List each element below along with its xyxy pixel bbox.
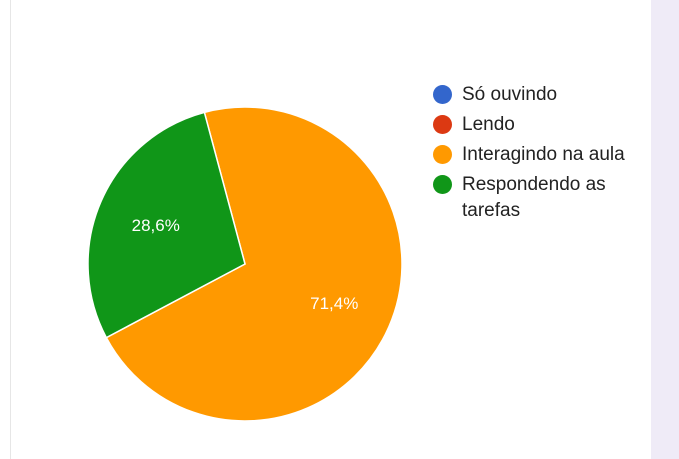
pie-slice-interagindo-na-aula[interactable] <box>105 106 403 422</box>
legend-swatch <box>433 115 452 134</box>
legend-label: Só ouvindo <box>462 84 558 105</box>
pie-slice-respondendo-as-tarefas[interactable] <box>87 111 246 339</box>
legend-item-so-ouvindo[interactable]: Só ouvindo <box>433 82 643 108</box>
legend-swatch <box>433 145 452 164</box>
legend-item-lendo[interactable]: Lendo <box>433 112 643 138</box>
left-border <box>10 0 11 459</box>
legend-item-interagindo-na-aula[interactable]: Interagindo na aula <box>433 142 643 168</box>
legend-swatch <box>433 175 452 194</box>
chart-legend: Só ouvindo Lendo Interagindo na aula Respon… <box>433 82 643 228</box>
legend-label: Respondendo as tarefas <box>462 174 606 221</box>
slice-label-interagindo-na-aula: 71,4% <box>310 294 358 313</box>
legend-item-respondendo-as-tarefas[interactable]: Respondendo as tarefas <box>433 172 643 224</box>
pie-labels: 71,4% 28,6% <box>132 216 359 313</box>
legend-label: Lendo <box>462 114 515 135</box>
legend-swatch <box>433 85 452 104</box>
legend-label: Interagindo na aula <box>462 144 625 165</box>
side-panel <box>651 0 679 459</box>
pie-slices <box>87 106 403 422</box>
slice-label-respondendo-as-tarefas: 28,6% <box>132 216 180 235</box>
